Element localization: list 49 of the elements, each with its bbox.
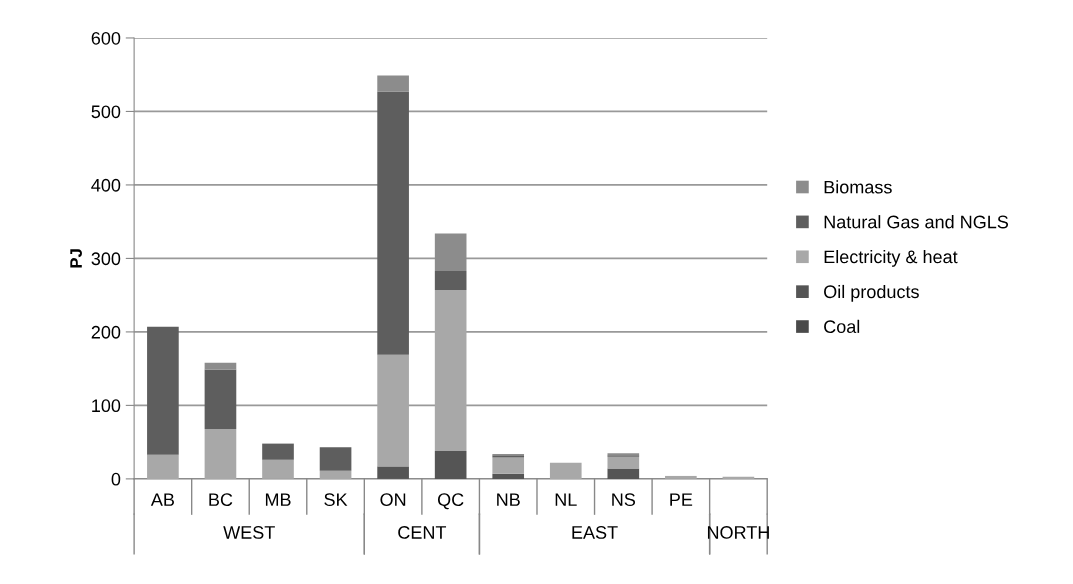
bar xyxy=(549,462,582,479)
bar xyxy=(204,369,237,429)
legend-label: Oil products xyxy=(824,284,919,302)
x-tick-label: NB xyxy=(497,493,520,506)
bar xyxy=(319,470,352,479)
y-tick-label: 400 xyxy=(91,178,121,192)
y-tick-label: 500 xyxy=(91,105,121,119)
x-tick-label: PE xyxy=(670,493,693,506)
bar xyxy=(434,450,467,479)
bar xyxy=(319,447,352,471)
x-tick-label: QC xyxy=(437,493,464,510)
text: EAST xyxy=(572,526,618,539)
bar xyxy=(492,457,525,474)
x-tick-label: NL xyxy=(555,493,577,506)
y-tick-label: 200 xyxy=(91,325,121,339)
bar xyxy=(377,354,409,467)
x-tick-label: AB xyxy=(150,493,174,506)
text: WEST xyxy=(223,526,275,539)
bar xyxy=(607,468,640,479)
legend-label: Natural Gas and NGLS xyxy=(824,215,1009,229)
y-tick-label: 0 xyxy=(111,472,121,486)
bar xyxy=(434,233,467,271)
bar xyxy=(665,475,697,479)
text: CENT xyxy=(398,526,447,539)
legend-label: Electricity & heat xyxy=(824,250,958,267)
bar xyxy=(204,428,237,479)
y-axis-title: PJ xyxy=(70,249,82,268)
bar xyxy=(262,443,294,460)
y-tick-label: 600 xyxy=(91,31,121,45)
x-tick-label: ON xyxy=(380,493,406,507)
bar xyxy=(434,270,467,291)
legend-label: Biomass xyxy=(824,180,892,194)
bar xyxy=(492,473,525,479)
bar xyxy=(434,290,467,451)
y-tick-label: 100 xyxy=(92,399,121,413)
bar xyxy=(377,91,409,355)
y-tick-label: 300 xyxy=(91,252,121,266)
bar xyxy=(377,75,409,92)
bar xyxy=(147,454,179,479)
legend-label: Coal xyxy=(824,319,860,334)
bar xyxy=(377,466,409,479)
bar xyxy=(262,459,294,479)
text: NORTH xyxy=(707,526,769,539)
x-tick-label: SK xyxy=(324,493,348,507)
bar xyxy=(607,456,640,469)
x-tick-label: MB xyxy=(265,493,291,506)
x-tick-label: BC xyxy=(209,493,233,507)
x-tick-label: NS xyxy=(612,493,636,507)
bar xyxy=(147,326,179,455)
